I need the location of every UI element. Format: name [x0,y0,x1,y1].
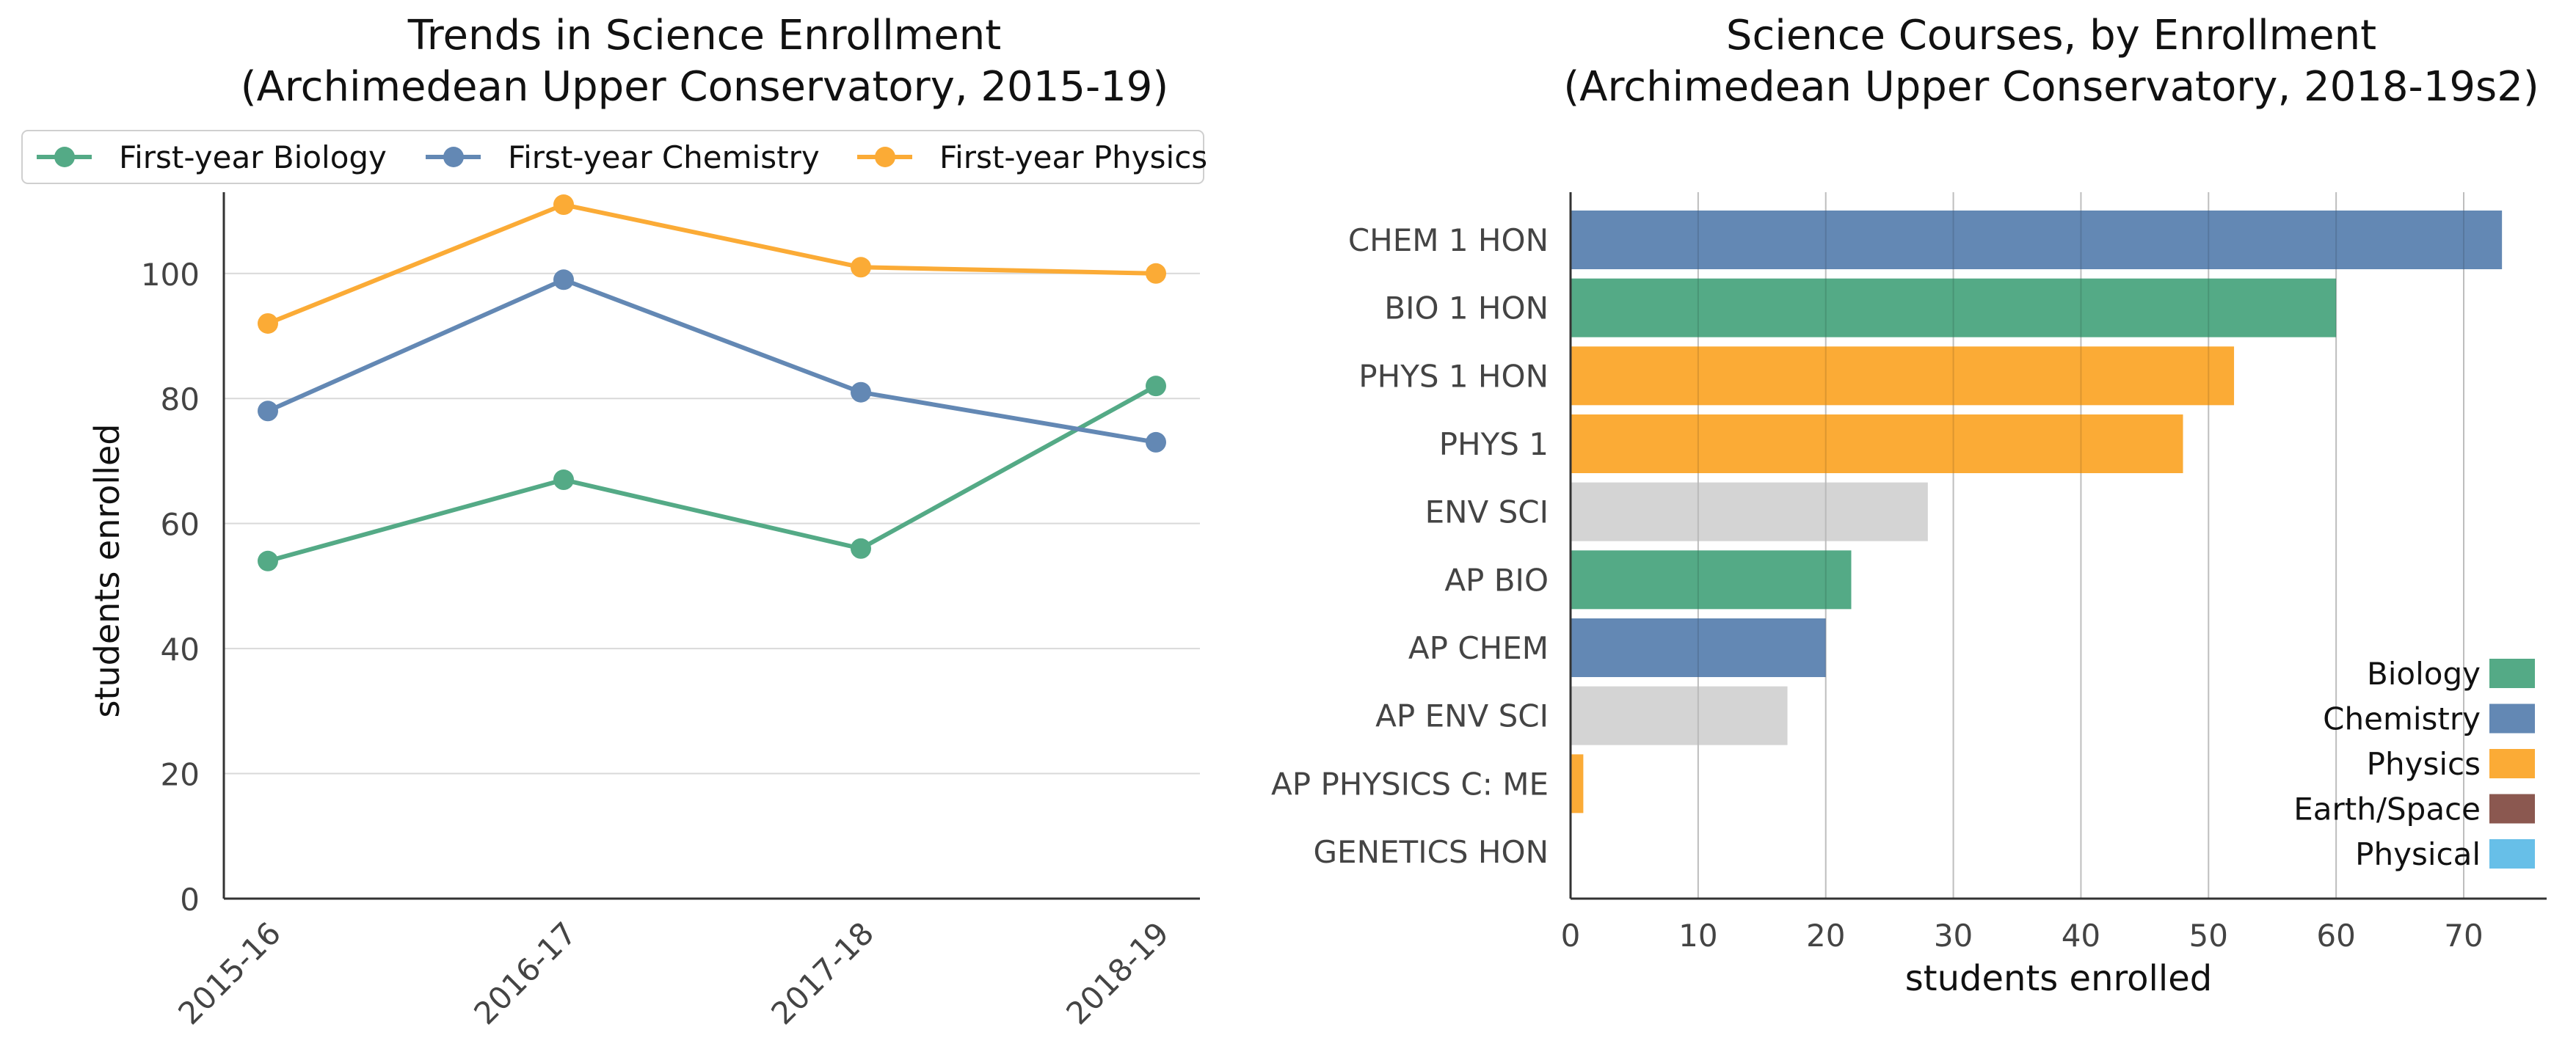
series-point-2 [1146,263,1166,284]
right-legend-label: Physics [2367,746,2481,782]
bar [1571,754,1584,814]
right-x-tick-label: 60 [2316,918,2355,954]
series-point-0 [1146,376,1166,397]
right-x-tick-label: 30 [1934,918,1973,954]
right-x-tick-label: 50 [2189,918,2228,954]
left-y-tick-label: 20 [161,757,200,793]
enrollment-trends-chart: Trends in Science Enrollment (Archimedea… [21,12,1207,1031]
left-legend-label: First-year Physics [939,139,1207,175]
left-legend-frame [21,130,1204,184]
legend-marker-swatch [54,147,75,167]
bar [1571,278,2337,337]
right-category-label: AP ENV SCI [1375,698,1549,734]
left-axes [222,192,1200,900]
left-x-tick-labels: 2015-16 2016-17 2017-18 2018-19 [171,915,1176,1031]
right-legend-label: Chemistry [2323,701,2481,737]
right-category-label: CHEM 1 HON [1348,222,1549,258]
series-point-1 [1146,431,1166,453]
left-y-axis-label: students enrolled [87,424,127,718]
right-legend-label: Biology [2367,656,2481,692]
right-category-labels: CHEM 1 HON BIO 1 HON PHYS 1 HON PHYS 1 ENV S… [1271,222,1549,870]
right-category-label: PHYS 1 [1439,426,1549,462]
left-series-lines [258,194,1166,571]
right-legend-swatch [2489,839,2535,869]
series-line-1 [266,277,1157,445]
legend-marker-swatch [875,147,895,167]
series-point-1 [553,269,574,290]
right-x-tick-labels: 0 10 20 30 40 50 60 70 [1561,918,2484,954]
right-category-label: AP PHYSICS C: ME [1271,766,1549,802]
left-legend-label: First-year Chemistry [508,139,820,175]
right-legend: Biology Chemistry Physics Earth/Space Physic… [2293,656,2535,872]
left-y-tick-labels: 0 20 40 60 80 100 [141,257,200,918]
right-axes [1569,192,2547,900]
left-x-tick-label: 2015-16 [171,915,288,1031]
right-category-label: ENV SCI [1425,494,1549,530]
legend-marker-swatch [443,147,464,167]
left-gridlines [224,272,1200,775]
series-line-0 [267,384,1157,563]
left-x-tick-label: 2018-19 [1059,915,1176,1031]
bar [1571,482,1928,541]
right-category-label: PHYS 1 HON [1358,358,1549,394]
right-x-tick-label: 20 [1806,918,1845,954]
series-point-0 [851,538,871,559]
left-legend-label: First-year Biology [119,139,387,175]
right-legend-swatch [2489,794,2535,824]
bar [1571,618,1826,677]
courses-by-enrollment-chart: Science Courses, by Enrollment (Archimed… [1271,12,2547,999]
right-x-tick-label: 10 [1678,918,1717,954]
left-x-tick-label: 2017-18 [764,915,881,1031]
bar [1571,211,2503,269]
series-point-2 [258,312,278,334]
right-legend-swatch [2489,703,2535,734]
left-y-tick-label: 80 [161,381,200,417]
left-y-tick-label: 60 [161,507,200,543]
series-point-0 [258,550,278,571]
series-point-2 [851,257,871,278]
series-line-2 [266,202,1157,326]
bar [1571,346,2235,406]
series-point-0 [553,469,574,491]
right-x-tick-label: 40 [2062,918,2100,954]
right-legend-label: Earth/Space [2293,792,2481,827]
right-category-label: GENETICS HON [1314,834,1549,870]
series-point-1 [851,381,871,403]
series-point-1 [258,401,278,422]
left-chart-subtitle: (Archimedean Upper Conservatory, 2015-19… [241,63,1169,111]
right-category-label: AP CHEM [1408,630,1549,666]
bar [1571,414,2183,473]
right-legend-label: Physical [2355,836,2481,872]
left-y-tick-label: 40 [161,632,200,668]
left-y-tick-label: 100 [141,257,200,293]
bar [1571,550,1852,610]
right-x-tick-label: 70 [2444,918,2483,954]
right-category-label: AP BIO [1444,562,1549,598]
right-category-label: BIO 1 HON [1384,290,1549,326]
left-chart-title: Trends in Science Enrollment [407,12,1001,59]
right-x-tick-label: 0 [1561,918,1581,954]
series-point-2 [553,194,574,216]
right-chart-subtitle: (Archimedean Upper Conservatory, 2018-19… [1563,63,2539,111]
right-legend-swatch [2489,749,2535,778]
right-bars [1571,192,2503,899]
left-x-tick-label: 2016-17 [467,915,583,1031]
right-x-axis-label: students enrolled [1905,958,2212,999]
left-legend: First-year Biology First-year Chemistry Fi… [21,130,1207,184]
right-legend-swatch [2489,659,2535,688]
bar [1571,686,1788,745]
left-y-tick-label: 0 [180,882,200,918]
right-chart-title: Science Courses, by Enrollment [1726,12,2376,59]
